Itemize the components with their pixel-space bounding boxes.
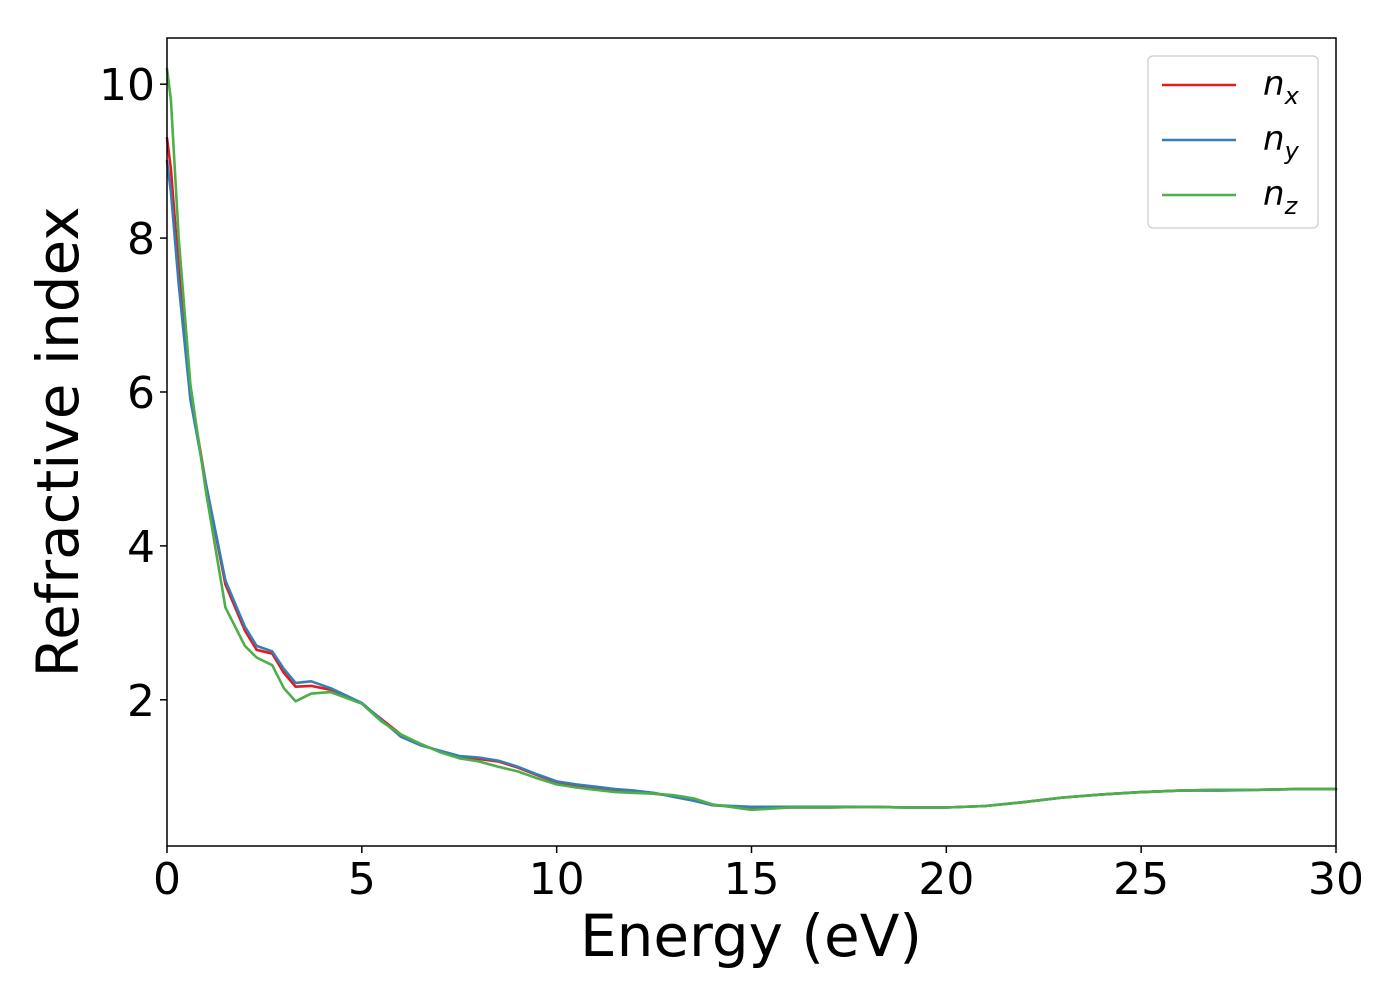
x-tick-label: 5 (348, 854, 376, 905)
y-axis-ticks: 2 4 6 8 10 (99, 60, 167, 727)
x-tick-label: 15 (724, 854, 780, 905)
legend-label-y: ny (1263, 119, 1300, 165)
y-tick-label: 6 (127, 368, 155, 419)
y-tick-label: 2 (127, 676, 155, 727)
legend-label-z: nz (1263, 174, 1299, 220)
x-tick-label: 25 (1113, 854, 1169, 905)
x-tick-label: 0 (153, 854, 181, 905)
x-axis-title: Energy (eV) (580, 902, 922, 970)
legend: nx ny nz (1147, 55, 1319, 229)
x-tick-label: 10 (529, 854, 585, 905)
legend-box (1147, 55, 1319, 229)
x-axis-ticks: 0 5 10 15 20 25 30 (153, 846, 1364, 905)
y-tick-label: 8 (127, 214, 155, 265)
legend-label-x: nx (1263, 64, 1300, 110)
series-line-z (165, 67, 1338, 812)
x-tick-label: 30 (1308, 854, 1364, 905)
y-tick-label: 10 (99, 60, 155, 111)
y-tick-label: 4 (127, 522, 155, 573)
y-axis-title: Refractive index (24, 206, 92, 677)
series-layer (165, 67, 1338, 812)
x-tick-label: 20 (918, 854, 974, 905)
